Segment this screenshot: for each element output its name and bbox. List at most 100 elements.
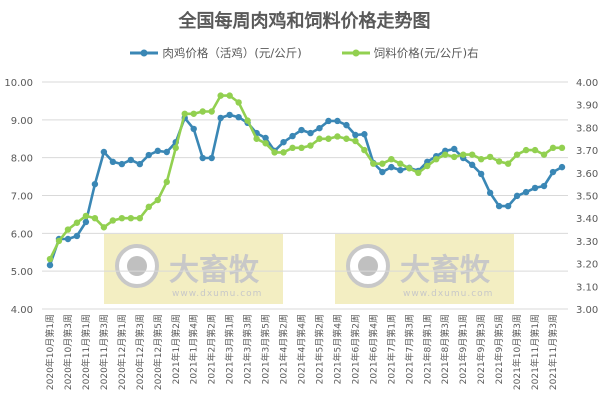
watermark-url: www.dxumu.com: [172, 289, 262, 299]
data-point-chicken: [307, 129, 314, 137]
data-point-chicken: [226, 111, 233, 119]
legend: 肉鸡价格（活鸡）(元/公斤) 饲料价格(元/公斤)右: [0, 45, 609, 61]
data-point-chicken: [253, 129, 260, 137]
data-point-feed: [145, 203, 153, 211]
x-tick-label: 2021年7月第1周: [385, 314, 397, 384]
x-tick-label: 2021年9月第3周: [475, 314, 487, 384]
y-right-tick-label: 3.60: [576, 169, 598, 180]
y-right-tick-label: 3.50: [576, 192, 598, 203]
x-tick-label: 2020年10月第3周: [62, 314, 74, 390]
data-point-chicken: [235, 113, 242, 121]
data-point-chicken: [477, 170, 485, 178]
data-point-feed: [486, 153, 494, 161]
x-tick-label: 2021年11月第1周: [529, 314, 541, 390]
data-point-chicken: [73, 232, 81, 240]
watermark-logo-icon: [346, 244, 390, 288]
data-point-feed: [127, 215, 135, 222]
data-point-feed: [406, 165, 413, 172]
data-point-chicken: [118, 160, 126, 168]
y-right-tick-label: 3.80: [576, 123, 598, 134]
data-point-chicken: [172, 138, 179, 146]
data-point-feed: [208, 108, 215, 115]
data-point-chicken: [486, 189, 494, 197]
watermark-logo-pupil: [127, 256, 147, 276]
data-point-feed: [262, 140, 269, 147]
data-point-feed: [459, 151, 467, 158]
data-point-feed: [199, 108, 206, 115]
y-left-tick-label: 10.00: [4, 78, 33, 89]
data-point-feed: [280, 149, 287, 156]
data-point-feed: [352, 137, 359, 145]
x-tick-label: 2021年9月第5周: [493, 314, 505, 384]
data-point-chicken: [64, 235, 72, 243]
y-right-tick-label: 3.70: [576, 146, 598, 157]
data-point-chicken: [208, 154, 215, 162]
data-point-chicken: [343, 121, 350, 129]
watermark-logo-pupil: [358, 256, 378, 276]
data-point-feed: [55, 237, 63, 245]
data-point-feed: [343, 135, 350, 142]
data-point-feed: [397, 160, 404, 167]
data-point-chicken: [531, 184, 539, 192]
data-point-chicken: [406, 164, 413, 172]
data-point-feed: [424, 162, 431, 170]
data-point-feed: [370, 160, 377, 167]
x-tick-label: 2020年12月第3周: [134, 314, 146, 390]
data-point-feed: [46, 255, 54, 263]
x-tick-label: 2021年6月第2周: [349, 314, 361, 384]
data-point-feed: [253, 135, 260, 142]
data-point-feed: [118, 215, 126, 222]
data-point-chicken: [298, 126, 305, 134]
data-point-chicken: [504, 202, 512, 210]
data-point-feed: [451, 153, 458, 161]
data-point-chicken: [361, 131, 368, 138]
x-ticks: 2020年10月第1周 2020年10月第3周 2020年11月第1周 2020年11…: [44, 314, 559, 390]
data-point-chicken: [352, 131, 359, 139]
data-point-chicken: [46, 261, 54, 269]
data-point-feed: [271, 149, 278, 156]
y-right-tick-label: 3.40: [576, 214, 598, 225]
data-point-feed: [504, 160, 512, 167]
data-point-feed: [136, 215, 144, 222]
data-point-feed: [549, 144, 557, 152]
data-point-chicken: [190, 125, 197, 133]
x-tick-label: 2021年6月第4周: [367, 314, 379, 384]
data-point-chicken: [145, 151, 153, 159]
data-point-feed: [468, 151, 476, 158]
data-point-chicken: [181, 114, 188, 122]
data-point-chicken: [127, 156, 135, 164]
data-point-feed: [298, 144, 305, 152]
watermark-brand: 大畜牧: [169, 253, 260, 288]
data-point-chicken: [495, 202, 503, 210]
y-left-tick-label: 8.00: [11, 154, 33, 165]
data-point-feed: [109, 217, 117, 224]
y-left-tick-label: 4.00: [11, 305, 33, 316]
x-tick-label: 2020年12月第5周: [152, 314, 164, 390]
data-point-feed: [100, 224, 108, 231]
y-left-tick-label: 9.00: [11, 116, 33, 127]
data-point-chicken: [289, 132, 296, 140]
data-point-chicken: [370, 159, 377, 167]
y-right-tick-label: 3.10: [576, 282, 598, 293]
data-point-feed: [181, 110, 188, 117]
x-tick-label: 2021年5月第4周: [331, 314, 343, 384]
data-point-feed: [226, 92, 233, 99]
data-point-chicken: [558, 163, 566, 171]
data-point-feed: [477, 155, 485, 163]
watermark-box: [335, 234, 514, 304]
data-point-chicken: [433, 152, 440, 160]
data-point-feed: [307, 142, 314, 149]
data-point-chicken: [91, 180, 99, 188]
y-right-tick-label: 3.30: [576, 237, 598, 248]
data-point-chicken: [109, 158, 117, 166]
data-point-feed: [558, 144, 566, 152]
data-point-feed: [172, 144, 179, 152]
data-point-chicken: [316, 124, 323, 132]
data-point-chicken: [442, 147, 449, 155]
data-point-feed: [244, 117, 251, 124]
series-line-feed: [48, 94, 562, 260]
legend-label-feed: 饲料价格(元/公斤)右: [373, 46, 479, 60]
data-point-chicken: [280, 138, 287, 146]
data-point-feed: [334, 133, 341, 140]
